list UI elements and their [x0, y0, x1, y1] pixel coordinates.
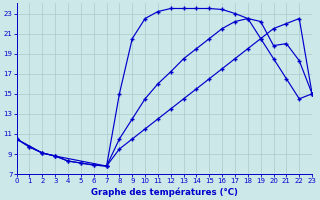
X-axis label: Graphe des températures (°C): Graphe des températures (°C) [91, 187, 238, 197]
